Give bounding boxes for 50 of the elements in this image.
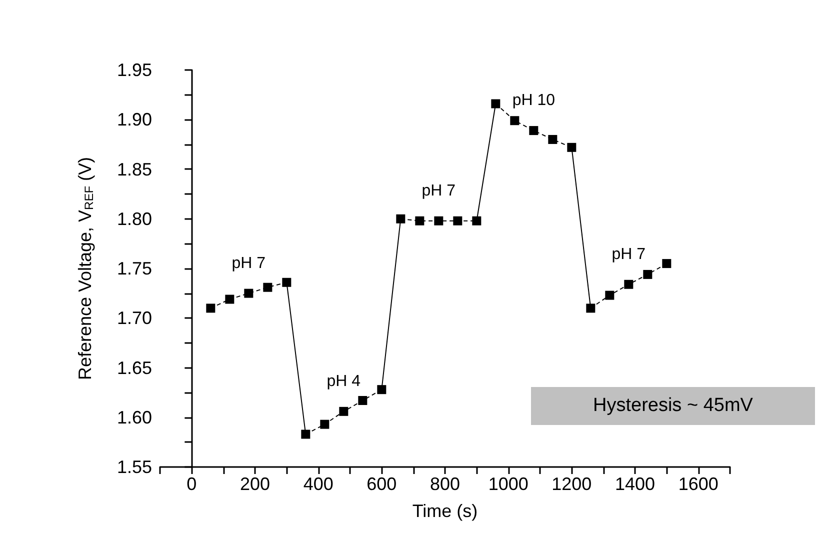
y-tick-label: 1.90 [116, 110, 152, 130]
y-tick-label: 1.70 [116, 308, 152, 328]
point [377, 385, 386, 394]
point [263, 282, 272, 292]
x-tick-label: 1400 [614, 474, 656, 494]
annotation: pH 7 [232, 254, 266, 272]
point [586, 304, 596, 313]
y-tick-label: 1.60 [116, 407, 152, 428]
point [206, 304, 216, 313]
annotation: pH 10 [512, 92, 556, 110]
point [301, 430, 310, 439]
x-tick-label: 1600 [678, 474, 718, 494]
point [472, 216, 482, 226]
annotation: pH 7 [422, 182, 456, 200]
point [491, 99, 500, 108]
point [244, 288, 254, 298]
point [529, 126, 538, 136]
point [510, 116, 520, 126]
point [225, 294, 234, 304]
x-tick-label: 600 [366, 474, 397, 494]
x-tick-label: 200 [240, 474, 270, 494]
y-tick-label: 1.55 [116, 457, 152, 477]
annotation: pH 4 [326, 372, 361, 390]
x-tick-label: 0 [186, 474, 197, 494]
y-tick-label: 1.95 [116, 60, 152, 80]
x-tick-label: 400 [303, 474, 334, 494]
y-axis-title: Reference Voltage, VREF (V) [75, 156, 96, 380]
annotation: pH 7 [612, 246, 646, 263]
point [548, 134, 558, 144]
point [396, 214, 406, 224]
x-tick-label: 1000 [488, 474, 528, 494]
y-tick-label: 1.75 [116, 258, 152, 278]
point [320, 420, 330, 429]
x-tick-label: 800 [430, 474, 460, 494]
point [358, 396, 368, 406]
y-tick-label: 1.80 [116, 208, 152, 229]
y-tick-label: 1.65 [116, 358, 152, 378]
point [415, 216, 424, 226]
x-axis-title: Time (s) [412, 501, 478, 521]
y-tick-label: 1.85 [116, 159, 152, 180]
point [339, 406, 348, 416]
point [434, 216, 444, 226]
point [567, 142, 576, 152]
point [624, 280, 634, 289]
point [605, 290, 614, 300]
point [643, 270, 652, 279]
point [282, 278, 292, 287]
point [453, 216, 462, 226]
x-tick-label: 1200 [552, 474, 592, 494]
point [662, 259, 672, 268]
